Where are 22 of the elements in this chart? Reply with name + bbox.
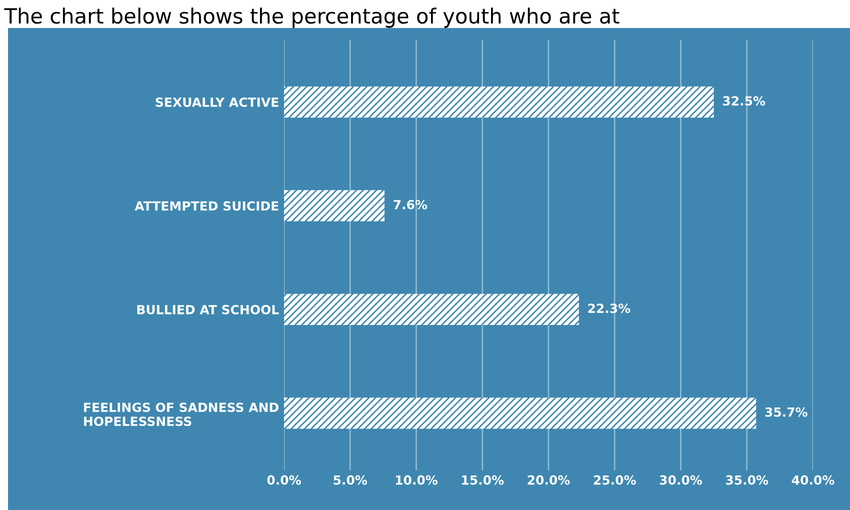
x-tick-label: 40.0% <box>792 475 834 485</box>
bar <box>284 86 714 118</box>
bar <box>284 294 579 326</box>
x-tick-label: 20.0% <box>528 475 570 485</box>
y-tick-label: BULLIED AT SCHOOL <box>137 304 279 314</box>
x-tick-label: 30.0% <box>660 475 702 485</box>
x-tick-label: 0.0% <box>267 475 301 485</box>
y-tick-label: ATTEMPTED SUICIDE <box>134 201 278 211</box>
data-label: 35.7% <box>765 407 808 417</box>
data-label: 32.5% <box>722 96 766 106</box>
x-tick-label: 15.0% <box>462 475 504 485</box>
bar <box>284 190 385 222</box>
x-tick-label: 35.0% <box>726 475 768 485</box>
bar <box>284 398 756 429</box>
x-tick-label: 25.0% <box>594 475 636 485</box>
x-tick-label: 10.0% <box>396 475 438 485</box>
chart-title: The chart below shows the percentage of youth who are at <box>4 8 620 28</box>
y-tick-label: SEXUALLY ACTIVE <box>156 97 278 107</box>
data-label: 7.6% <box>394 200 428 210</box>
data-label: 22.3% <box>588 304 630 314</box>
x-tick-label: 5.0% <box>334 475 368 485</box>
y-tick-label: FEELINGS OF SADNESS AND HOPELESSNESS <box>84 402 278 426</box>
